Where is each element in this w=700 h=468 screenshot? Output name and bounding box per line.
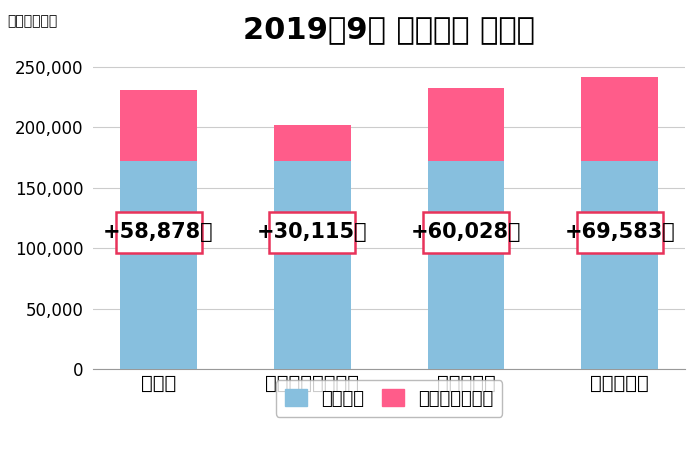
Text: +60,028円: +60,028円 (411, 222, 522, 242)
Bar (120, 90, 197, 161)
Bar (274, 161, 351, 369)
Legend: 最低賃金, 最低賃金との差: 最低賃金, 最低賃金との差 (276, 380, 503, 417)
FancyBboxPatch shape (577, 212, 663, 253)
Title: 2019年9月 神奈川県 正社員: 2019年9月 神奈川県 正社員 (243, 15, 535, 44)
Bar (581, 77, 658, 161)
Bar (581, 161, 658, 369)
Text: （単位：円）: （単位：円） (7, 14, 57, 28)
Text: +58,878円: +58,878円 (103, 222, 214, 242)
Bar (274, 124, 351, 161)
Bar (428, 88, 505, 161)
Bar (428, 161, 505, 369)
FancyBboxPatch shape (270, 212, 356, 253)
FancyBboxPatch shape (116, 212, 202, 253)
FancyBboxPatch shape (423, 212, 509, 253)
Text: +69,583円: +69,583円 (564, 222, 675, 242)
Text: +30,115円: +30,115円 (257, 222, 368, 242)
Bar (120, 161, 197, 369)
